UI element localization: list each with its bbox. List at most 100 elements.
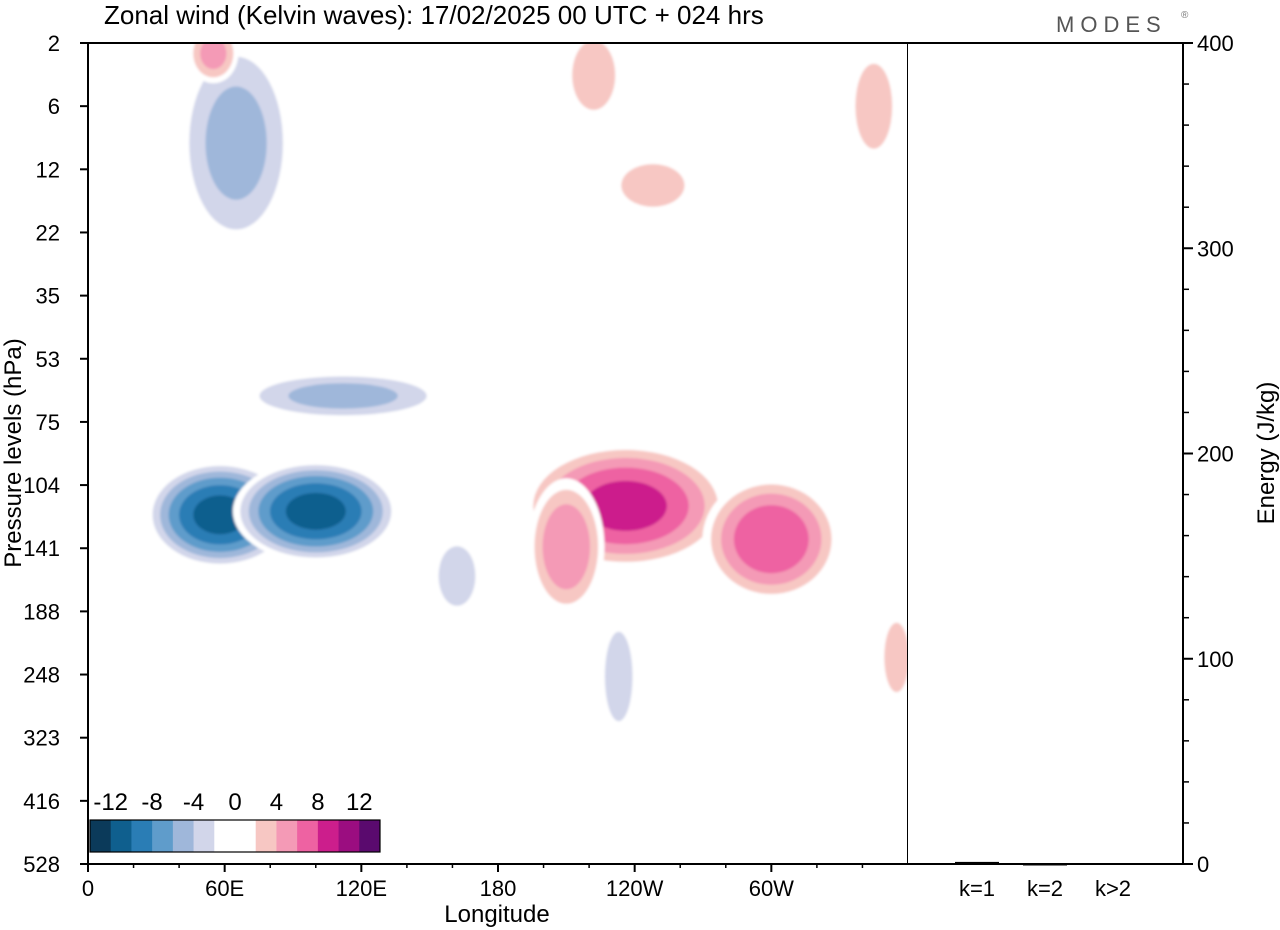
colorbar-label: -8 bbox=[141, 789, 162, 816]
contour-level bbox=[621, 164, 685, 207]
y-tick-label: 188 bbox=[23, 599, 60, 624]
y-tick-label: 6 bbox=[48, 94, 60, 119]
energy-bar bbox=[1023, 864, 1067, 866]
energy-bars bbox=[955, 861, 1135, 866]
colorbar-swatch bbox=[317, 820, 339, 852]
y-tick-label: 12 bbox=[36, 157, 60, 182]
wind-anomaly-neg-2 bbox=[238, 371, 448, 421]
wind-anomaly-pos-13 bbox=[604, 152, 702, 218]
y-tick-label: 416 bbox=[23, 789, 60, 814]
wind-anomaly-neg-1 bbox=[232, 460, 399, 563]
heatmap-plot bbox=[88, 43, 908, 864]
wind-anomaly-pos-15 bbox=[845, 43, 902, 172]
wind-anomaly-neg-4 bbox=[600, 616, 638, 737]
contour-level bbox=[884, 622, 908, 693]
pressure-axis: 2 6 12 22 35 53 75 104 141 188 248 323 416 528 bbox=[23, 31, 89, 877]
colorbar-label: -12 bbox=[93, 789, 128, 816]
wind-anomaly-neg-3 bbox=[432, 536, 482, 616]
colorbar-label: 8 bbox=[311, 789, 324, 816]
contour-level bbox=[584, 480, 667, 531]
colorbar-swatch bbox=[214, 820, 236, 852]
contour-level bbox=[542, 504, 590, 590]
x-tick-label: 180 bbox=[480, 876, 517, 901]
wind-anomaly-pos-18 bbox=[880, 610, 908, 704]
energy-category-label: k=2 bbox=[1027, 876, 1063, 901]
y-tick-label: 35 bbox=[36, 284, 60, 309]
y-tick-label: 528 bbox=[23, 852, 60, 877]
x-tick-label: 60W bbox=[749, 876, 794, 901]
brand-logo: MODES bbox=[1056, 12, 1167, 37]
contour-level bbox=[572, 43, 616, 110]
energy-category-label: k=1 bbox=[959, 876, 995, 901]
x-tick-label: 60E bbox=[205, 876, 244, 901]
colorbar-swatch bbox=[152, 820, 174, 852]
energy-tick-label: 200 bbox=[1197, 442, 1234, 467]
contour-level bbox=[285, 492, 346, 530]
wind-anomaly-pos-11 bbox=[702, 476, 841, 602]
energy-bar bbox=[1091, 863, 1135, 865]
colorbar-swatch bbox=[131, 820, 153, 852]
contour-level bbox=[200, 43, 227, 70]
y-axis-title: Pressure levels (hPa) bbox=[0, 338, 27, 567]
energy-axis: 0 100 200 300 400 bbox=[1183, 31, 1234, 877]
chart-title: Zonal wind (Kelvin waves): 17/02/2025 00… bbox=[104, 0, 764, 30]
colorbar-swatch bbox=[110, 820, 132, 852]
wind-anomaly-pos-16 bbox=[188, 43, 239, 84]
colorbar-label: -4 bbox=[183, 789, 204, 816]
y-tick-label: 141 bbox=[23, 536, 60, 561]
colorbar-swatch bbox=[297, 820, 319, 852]
energy-bar bbox=[955, 861, 999, 864]
wind-anomaly-neg-8 bbox=[671, 340, 826, 391]
energy-tick-label: 100 bbox=[1197, 647, 1234, 672]
contour-level bbox=[132, 325, 318, 375]
y-tick-label: 22 bbox=[36, 220, 60, 245]
energy-tick-label: 400 bbox=[1197, 31, 1234, 56]
colorbar-label: 4 bbox=[270, 789, 283, 816]
colorbar-swatch bbox=[235, 820, 257, 852]
colorbar-swatch bbox=[276, 820, 298, 852]
energy-tick-label: 300 bbox=[1197, 236, 1234, 261]
wind-anomaly-neg-5 bbox=[676, 826, 730, 864]
contour-level bbox=[223, 781, 263, 826]
energy-categories: k=1 k=2 k>2 bbox=[959, 876, 1131, 901]
contour-level bbox=[733, 505, 809, 574]
energy-panel: 0 100 200 300 400 k=1 k=2 k>2 bbox=[908, 31, 1234, 901]
y-tick-label: 2 bbox=[48, 31, 60, 56]
colorbar-label: 12 bbox=[346, 789, 373, 816]
energy-tick-label: 0 bbox=[1197, 852, 1209, 877]
contour-level bbox=[676, 826, 730, 864]
energy-axis-title: Energy (J/kg) bbox=[1253, 382, 1280, 525]
longitude-axis: 0 60E 120E 180 120W 60W bbox=[82, 864, 864, 901]
wind-anomaly-neg-6 bbox=[177, 43, 295, 252]
contour-level bbox=[438, 546, 476, 606]
brand-mark: ® bbox=[1181, 10, 1189, 21]
colorbar-swatch bbox=[193, 820, 215, 852]
contour-level bbox=[293, 212, 348, 288]
wind-anomaly-pos-14 bbox=[564, 43, 623, 122]
colorbar-swatch bbox=[338, 820, 360, 852]
x-tick-label: 120W bbox=[606, 876, 664, 901]
y-tick-label: 323 bbox=[23, 726, 60, 751]
contour-level bbox=[288, 383, 398, 409]
x-axis-title: Longitude bbox=[444, 901, 549, 928]
x-tick-label: 0 bbox=[82, 876, 94, 901]
y-tick-label: 53 bbox=[36, 347, 60, 372]
colorbar-swatch bbox=[359, 820, 381, 852]
x-tick-label: 120E bbox=[336, 876, 387, 901]
y-tick-label: 248 bbox=[23, 663, 60, 688]
wind-anomaly-pos-12 bbox=[132, 325, 318, 375]
contour-level bbox=[855, 63, 893, 149]
colorbar-swatch bbox=[172, 820, 194, 852]
y-tick-label: 104 bbox=[23, 473, 60, 498]
contour-level bbox=[205, 86, 267, 200]
colorbar-swatch bbox=[255, 820, 277, 852]
colorbar-label: 0 bbox=[228, 789, 241, 816]
wind-anomaly-pos-10 bbox=[528, 478, 605, 616]
wind-anomaly-pos-17 bbox=[223, 781, 263, 826]
y-tick-label: 75 bbox=[36, 410, 60, 435]
wind-anomaly-neg-7 bbox=[293, 212, 348, 288]
colorbar-swatch bbox=[90, 820, 112, 852]
contour-level bbox=[671, 340, 826, 391]
contour-level bbox=[604, 631, 633, 722]
